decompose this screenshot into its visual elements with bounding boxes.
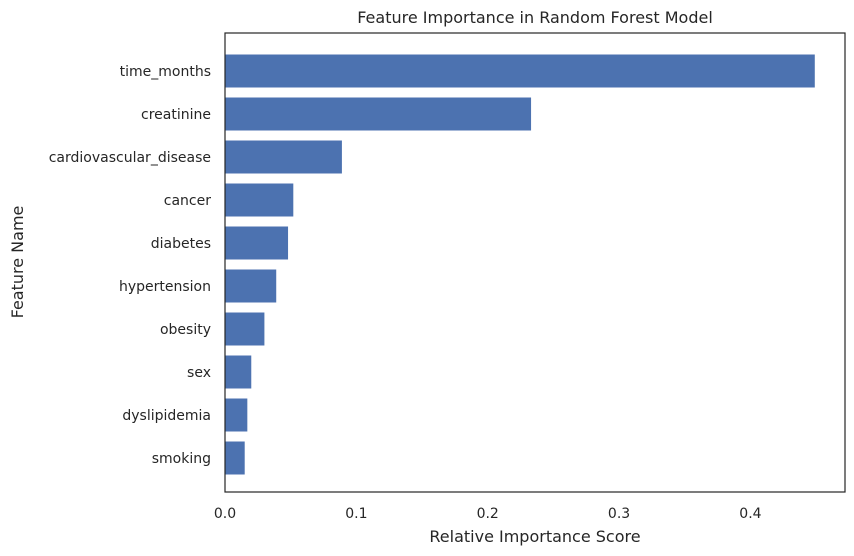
y-tick-label: creatinine	[141, 107, 211, 123]
bars-group	[225, 54, 815, 475]
bar-obesity	[225, 312, 265, 346]
y-tick-label: dyslipidemia	[122, 408, 211, 424]
x-tick-label: 0.1	[345, 506, 367, 522]
bar-cancer	[225, 183, 294, 217]
y-tick-label: cancer	[164, 193, 211, 209]
x-ticks: 0.0 0.1 0.2 0.3 0.4	[214, 506, 762, 522]
bar-creatinine	[225, 97, 532, 131]
y-tick-label: sex	[187, 365, 211, 381]
bar-time_months	[225, 54, 815, 88]
y-tick-label: diabetes	[151, 236, 211, 252]
bar-diabetes	[225, 226, 289, 260]
plot-frame	[224, 32, 846, 493]
bar-cardiovascular_disease	[225, 140, 342, 174]
y-tick-labels: time_months creatinine cardiovascular_dise…	[49, 64, 212, 467]
bar-smoking	[225, 441, 245, 475]
y-tick-label: obesity	[160, 322, 211, 338]
y-tick-label: cardiovascular_disease	[49, 150, 211, 166]
x-tick-label: 0.2	[477, 506, 499, 522]
y-tick-label: time_months	[120, 64, 211, 80]
x-tick-label: 0.3	[608, 506, 630, 522]
y-axis-title: Feature Name	[8, 206, 27, 319]
x-axis-title: Relative Importance Score	[429, 527, 640, 546]
y-tick-label: smoking	[152, 451, 211, 467]
y-tick-label: hypertension	[119, 279, 211, 295]
bar-hypertension	[225, 269, 277, 303]
bar-sex	[225, 355, 252, 389]
x-tick-label: 0.4	[739, 506, 761, 522]
chart-title: Feature Importance in Random Forest Mode…	[357, 8, 713, 27]
bar-dyslipidemia	[225, 398, 248, 432]
x-tick-label: 0.0	[214, 506, 236, 522]
